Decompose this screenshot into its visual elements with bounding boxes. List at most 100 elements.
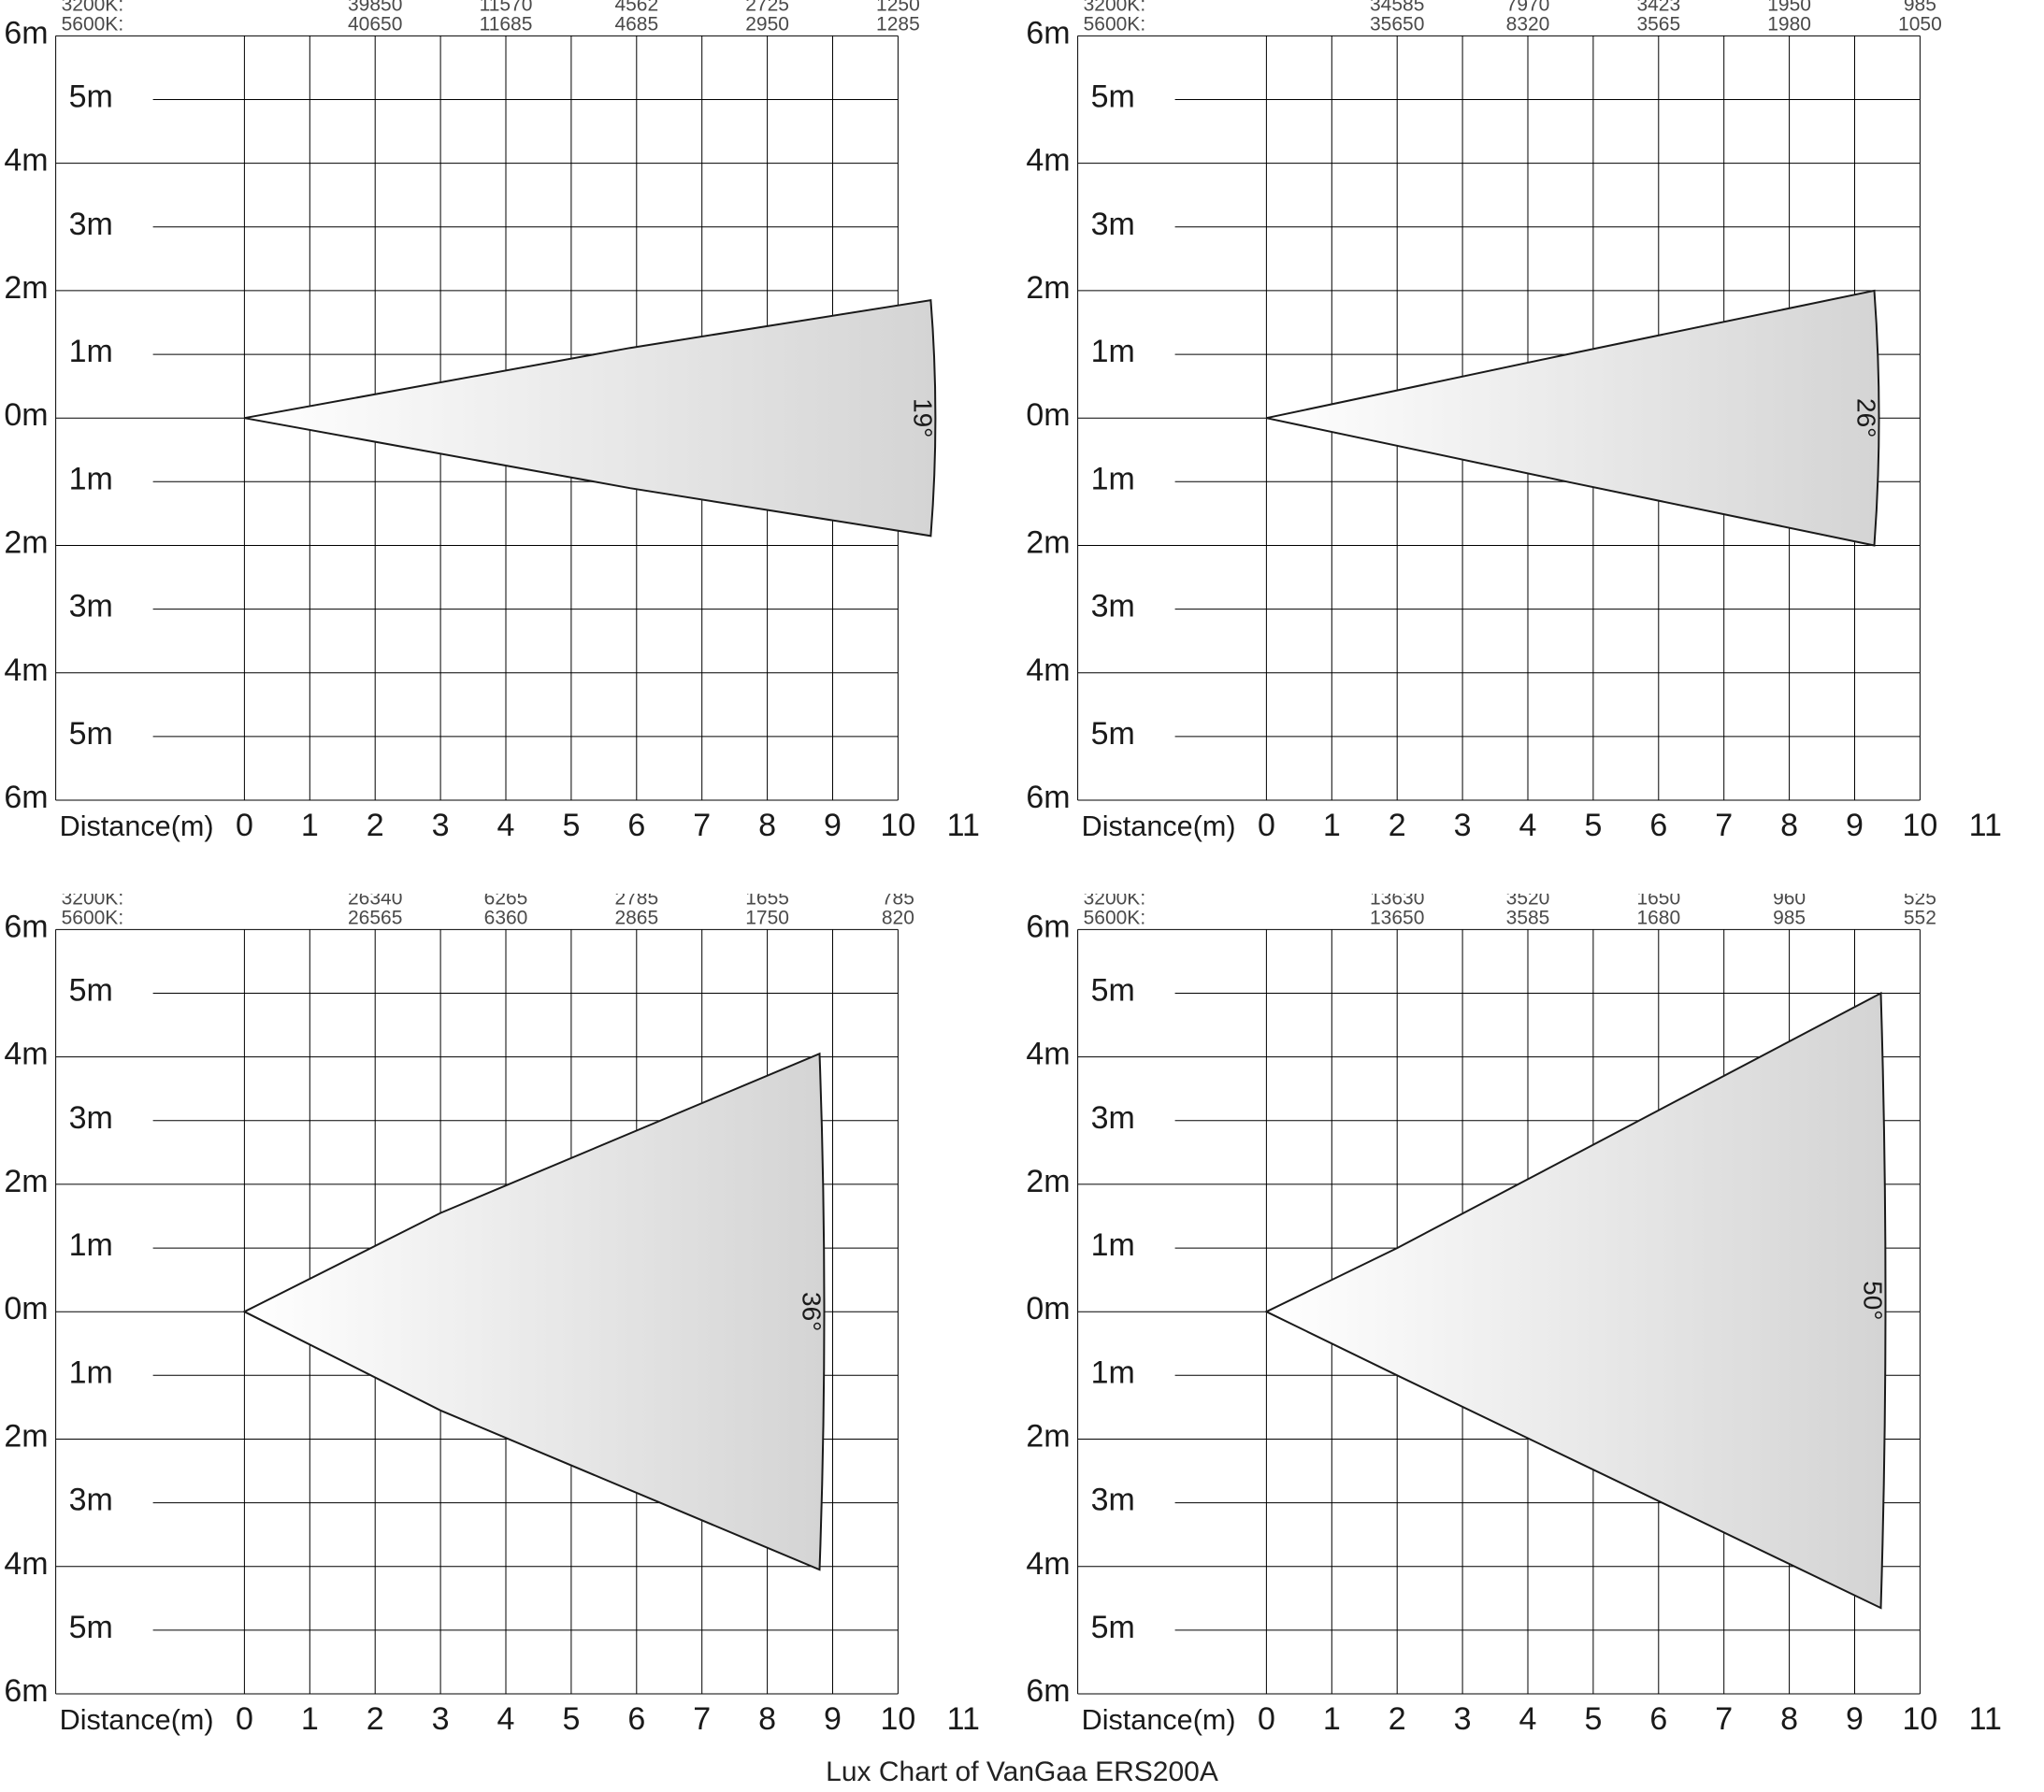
svg-text:8: 8 bbox=[758, 1701, 776, 1737]
svg-text:5m: 5m bbox=[69, 79, 113, 115]
svg-text:2m: 2m bbox=[1026, 270, 1070, 306]
svg-text:4: 4 bbox=[497, 1701, 515, 1737]
svg-text:3m: 3m bbox=[1091, 1483, 1135, 1518]
svg-text:1980: 1980 bbox=[1767, 13, 1811, 35]
svg-text:3: 3 bbox=[1454, 1701, 1472, 1737]
svg-text:4m: 4m bbox=[4, 1546, 48, 1582]
svg-text:6: 6 bbox=[1649, 1701, 1667, 1737]
svg-text:11: 11 bbox=[947, 1701, 980, 1737]
svg-text:3m: 3m bbox=[1091, 589, 1135, 624]
svg-text:8: 8 bbox=[1780, 808, 1798, 843]
svg-text:6m: 6m bbox=[1026, 1673, 1070, 1709]
svg-text:11: 11 bbox=[1969, 1701, 2002, 1737]
svg-text:0: 0 bbox=[1258, 808, 1275, 843]
svg-text:6: 6 bbox=[627, 1701, 645, 1737]
svg-text:5600K:: 5600K: bbox=[62, 907, 124, 928]
svg-text:3m: 3m bbox=[69, 1483, 113, 1518]
svg-text:9: 9 bbox=[824, 808, 842, 843]
svg-text:10: 10 bbox=[880, 1701, 915, 1737]
svg-text:Distance(m): Distance(m) bbox=[1082, 1703, 1236, 1736]
svg-text:1: 1 bbox=[301, 1701, 319, 1737]
svg-text:Distance(m): Distance(m) bbox=[60, 810, 214, 842]
svg-text:9: 9 bbox=[824, 1701, 842, 1737]
svg-text:4685: 4685 bbox=[614, 13, 658, 35]
svg-text:Distance(m): Distance(m) bbox=[60, 1703, 214, 1736]
svg-text:50°: 50° bbox=[1859, 1281, 1888, 1320]
svg-text:1: 1 bbox=[301, 808, 319, 843]
svg-text:9: 9 bbox=[1846, 808, 1864, 843]
svg-text:0: 0 bbox=[236, 1701, 253, 1737]
svg-text:3: 3 bbox=[1454, 808, 1472, 843]
svg-text:6m: 6m bbox=[1026, 15, 1070, 50]
svg-text:4m: 4m bbox=[1026, 143, 1070, 179]
svg-text:40650: 40650 bbox=[348, 13, 402, 35]
svg-text:6m: 6m bbox=[1026, 909, 1070, 944]
svg-text:36°: 36° bbox=[798, 1292, 827, 1331]
svg-text:6m: 6m bbox=[1026, 780, 1070, 815]
svg-text:5: 5 bbox=[1584, 1701, 1602, 1737]
svg-text:4m: 4m bbox=[1026, 1037, 1070, 1072]
svg-text:6: 6 bbox=[1649, 808, 1667, 843]
svg-text:10: 10 bbox=[1902, 1701, 1937, 1737]
svg-text:0m: 0m bbox=[1026, 397, 1070, 433]
svg-text:1m: 1m bbox=[69, 1355, 113, 1390]
svg-text:2m: 2m bbox=[1026, 1164, 1070, 1199]
svg-text:10: 10 bbox=[1902, 808, 1937, 843]
svg-text:5m: 5m bbox=[69, 716, 113, 752]
svg-text:2m: 2m bbox=[4, 1164, 48, 1199]
svg-text:6m: 6m bbox=[4, 15, 48, 50]
svg-text:11: 11 bbox=[947, 808, 980, 843]
svg-text:4m: 4m bbox=[4, 652, 48, 688]
svg-text:1050: 1050 bbox=[1898, 13, 1942, 35]
svg-text:4m: 4m bbox=[1026, 652, 1070, 688]
svg-text:5600K:: 5600K: bbox=[62, 13, 124, 35]
svg-text:0m: 0m bbox=[4, 1291, 48, 1326]
svg-text:6m: 6m bbox=[4, 909, 48, 944]
svg-text:4m: 4m bbox=[4, 1037, 48, 1072]
svg-text:7: 7 bbox=[1715, 1701, 1733, 1737]
svg-text:1750: 1750 bbox=[745, 907, 789, 928]
svg-text:0m: 0m bbox=[4, 397, 48, 433]
svg-text:1: 1 bbox=[1323, 1701, 1341, 1737]
svg-text:2m: 2m bbox=[1026, 525, 1070, 561]
svg-text:7: 7 bbox=[693, 808, 711, 843]
svg-text:2m: 2m bbox=[4, 525, 48, 561]
svg-text:3m: 3m bbox=[69, 207, 113, 242]
svg-text:1m: 1m bbox=[1091, 1355, 1135, 1390]
svg-text:3: 3 bbox=[432, 808, 450, 843]
svg-text:35650: 35650 bbox=[1370, 13, 1424, 35]
svg-text:1m: 1m bbox=[1091, 334, 1135, 369]
svg-text:5m: 5m bbox=[1091, 716, 1135, 752]
svg-text:4: 4 bbox=[497, 808, 515, 843]
svg-text:4: 4 bbox=[1519, 1701, 1537, 1737]
svg-text:1m: 1m bbox=[1091, 1227, 1135, 1263]
svg-text:0: 0 bbox=[1258, 1701, 1275, 1737]
svg-text:1: 1 bbox=[1323, 808, 1341, 843]
svg-text:5m: 5m bbox=[69, 1610, 113, 1645]
svg-text:Distance(m): Distance(m) bbox=[1082, 810, 1236, 842]
svg-text:6360: 6360 bbox=[484, 907, 528, 928]
svg-text:9: 9 bbox=[1846, 1701, 1864, 1737]
svg-text:985: 985 bbox=[1773, 907, 1806, 928]
svg-text:3m: 3m bbox=[1091, 207, 1135, 242]
svg-text:5: 5 bbox=[562, 808, 580, 843]
svg-text:2m: 2m bbox=[4, 270, 48, 306]
svg-text:7: 7 bbox=[693, 1701, 711, 1737]
svg-text:2m: 2m bbox=[4, 1419, 48, 1455]
svg-text:5: 5 bbox=[1584, 808, 1602, 843]
svg-text:4: 4 bbox=[1519, 808, 1537, 843]
svg-text:3565: 3565 bbox=[1636, 13, 1680, 35]
svg-text:8320: 8320 bbox=[1506, 13, 1550, 35]
svg-text:26°: 26° bbox=[1852, 398, 1881, 437]
svg-text:5600K:: 5600K: bbox=[1084, 13, 1146, 35]
svg-text:3m: 3m bbox=[1091, 1100, 1135, 1136]
svg-text:820: 820 bbox=[882, 907, 914, 928]
svg-text:3: 3 bbox=[432, 1701, 450, 1737]
svg-text:2865: 2865 bbox=[614, 907, 658, 928]
svg-text:2: 2 bbox=[367, 1701, 384, 1737]
svg-text:7: 7 bbox=[1715, 808, 1733, 843]
svg-text:3m: 3m bbox=[69, 589, 113, 624]
svg-text:2950: 2950 bbox=[745, 13, 789, 35]
svg-text:1m: 1m bbox=[1091, 461, 1135, 496]
svg-text:2: 2 bbox=[1389, 808, 1406, 843]
